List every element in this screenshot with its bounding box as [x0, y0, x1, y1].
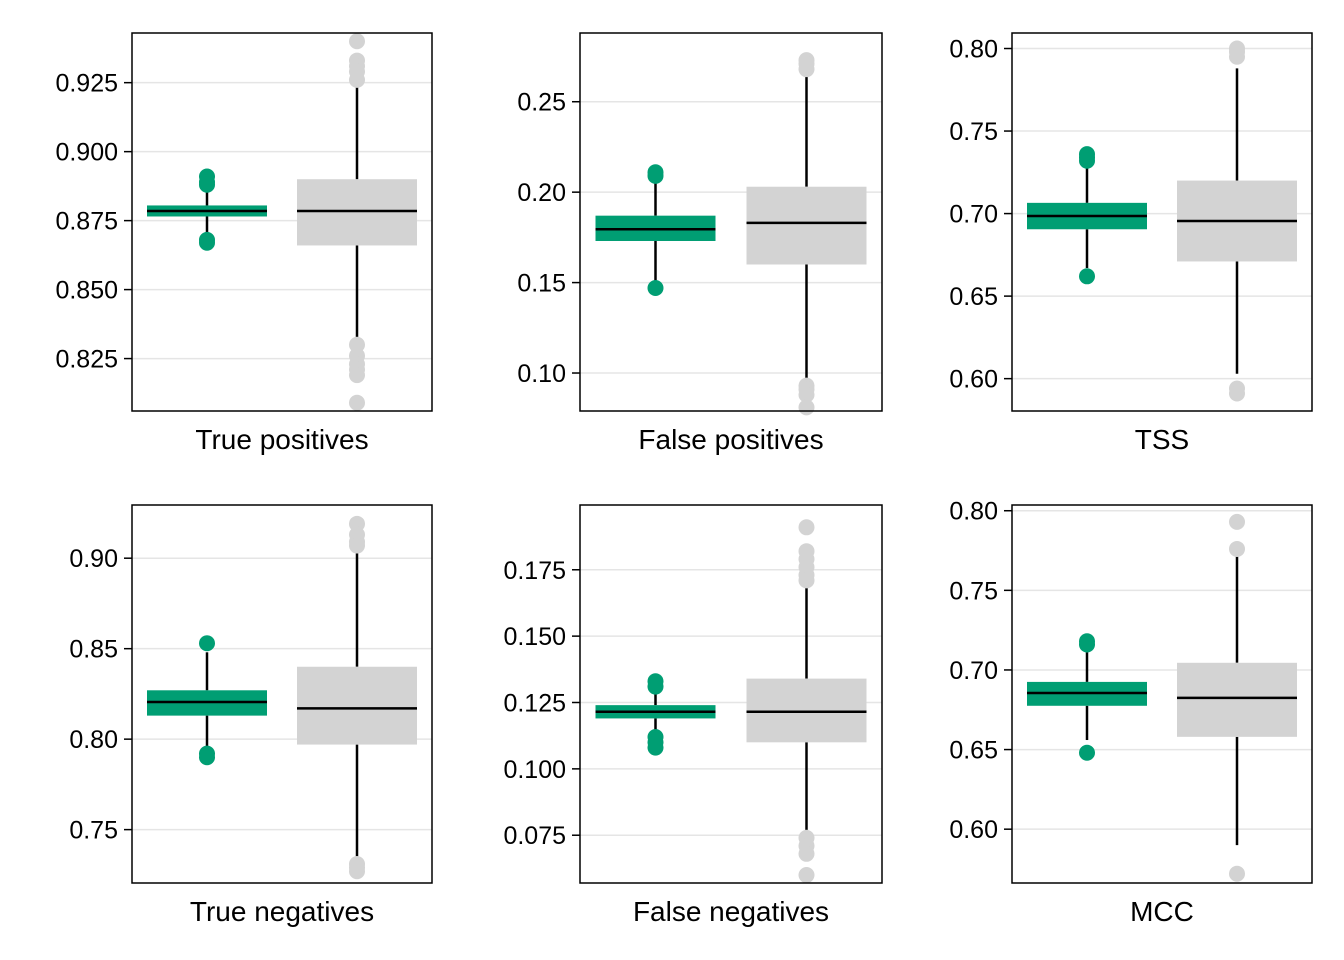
- outlier-point: [1079, 152, 1095, 169]
- outlier-point: [798, 572, 815, 589]
- box-iqr: [297, 666, 417, 745]
- plot-frame: [131, 32, 433, 412]
- outlier-point: [349, 394, 365, 411]
- y-tick-label: 0.075: [503, 822, 566, 850]
- plot-frame: [1011, 504, 1313, 884]
- outlier-point: [1079, 744, 1095, 761]
- outlier-point: [349, 537, 365, 554]
- box-iqr: [297, 179, 417, 246]
- y-tick-label: 0.875: [55, 208, 118, 236]
- x-axis-label: True positives: [195, 424, 368, 455]
- y-tick-label: 0.80: [949, 498, 998, 526]
- y-tick-label: 0.15: [517, 270, 566, 298]
- y-tick-label: 0.90: [69, 545, 118, 573]
- x-axis-label: TSS: [1135, 424, 1189, 455]
- outlier-point: [1229, 540, 1245, 557]
- y-tick-label: 0.850: [55, 277, 118, 305]
- outlier-point: [798, 61, 815, 78]
- outlier-point: [798, 519, 815, 536]
- outlier-point: [199, 749, 215, 766]
- y-tick-label: 0.825: [55, 346, 118, 374]
- outlier-point: [349, 336, 365, 353]
- y-tick-label: 0.10: [517, 360, 566, 388]
- plot-frame: [1011, 32, 1313, 412]
- outlier-point: [1229, 865, 1245, 882]
- y-tick-label: 0.20: [517, 179, 566, 207]
- outlier-point: [199, 176, 215, 193]
- y-tick-label: 0.80: [69, 726, 118, 754]
- y-tick-label: 0.65: [949, 737, 998, 765]
- box-iqr: [1177, 662, 1297, 737]
- box-iqr: [746, 186, 867, 265]
- y-tick-label: 0.60: [949, 816, 998, 844]
- plot-frame: [579, 504, 883, 884]
- outlier-point: [349, 33, 365, 50]
- plot-frame: [131, 504, 433, 884]
- x-axis-label: MCC: [1130, 896, 1194, 927]
- outlier-point: [349, 71, 365, 88]
- outlier-point: [647, 167, 664, 184]
- y-tick-label: 0.925: [55, 70, 118, 98]
- y-tick-label: 0.80: [949, 36, 998, 64]
- y-tick-label: 0.85: [69, 636, 118, 664]
- y-tick-label: 0.100: [503, 756, 566, 784]
- outlier-point: [798, 845, 815, 862]
- plot-frame: [579, 32, 883, 412]
- outlier-point: [1229, 48, 1245, 65]
- y-tick-label: 0.65: [949, 283, 998, 311]
- outlier-point: [349, 863, 365, 880]
- x-axis-label: True negatives: [190, 896, 374, 927]
- outlier-point: [647, 280, 664, 297]
- outlier-point: [647, 678, 664, 695]
- outlier-point: [199, 635, 215, 652]
- outlier-point: [798, 386, 815, 403]
- outlier-point: [199, 234, 215, 251]
- y-tick-label: 0.175: [503, 557, 566, 585]
- outlier-point: [798, 399, 815, 416]
- y-tick-label: 0.70: [949, 201, 998, 229]
- outlier-point: [798, 867, 815, 884]
- y-tick-label: 0.75: [949, 577, 998, 605]
- x-axis-label: False negatives: [633, 896, 829, 927]
- y-tick-label: 0.900: [55, 139, 118, 167]
- box-iqr: [746, 678, 867, 743]
- outlier-point: [1229, 385, 1245, 402]
- y-tick-label: 0.125: [503, 689, 566, 717]
- outlier-point: [349, 367, 365, 384]
- outlier-point: [1079, 268, 1095, 285]
- y-tick-label: 0.70: [949, 657, 998, 685]
- y-tick-label: 0.25: [517, 89, 566, 117]
- y-tick-label: 0.75: [69, 817, 118, 845]
- outlier-point: [1079, 636, 1095, 653]
- y-tick-label: 0.75: [949, 118, 998, 146]
- outlier-point: [647, 739, 664, 756]
- y-tick-label: 0.150: [503, 623, 566, 651]
- outlier-point: [1229, 513, 1245, 530]
- x-axis-label: False positives: [638, 424, 823, 455]
- y-tick-label: 0.60: [949, 366, 998, 394]
